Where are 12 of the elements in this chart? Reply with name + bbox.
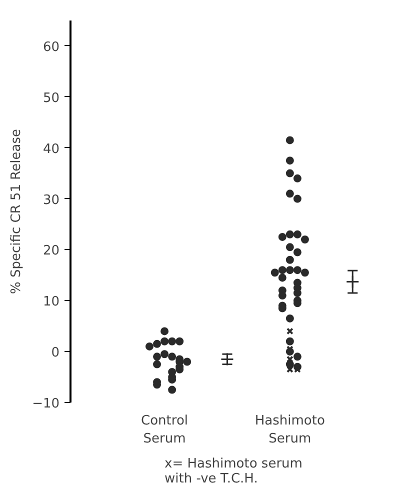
y-tick-label: 50 [42,90,60,106]
y-tick-label: 40 [42,142,60,157]
y-tick-label: 10 [42,294,60,310]
x-tick-label: Control Serum [141,414,188,446]
y-tick-label: 30 [42,192,60,208]
y-tick-label: 20 [42,244,60,259]
text: x= Hashimoto serum with -ve T.C.H. [164,456,302,486]
y-tick-label: 60 [42,40,60,55]
y-axis-title: % Specific CR 51 Release [9,129,24,294]
x-tick-label: Hashimoto Serum [254,414,325,446]
y-tick-label: 0 [51,346,60,361]
y-tick-label: −10 [32,396,60,412]
